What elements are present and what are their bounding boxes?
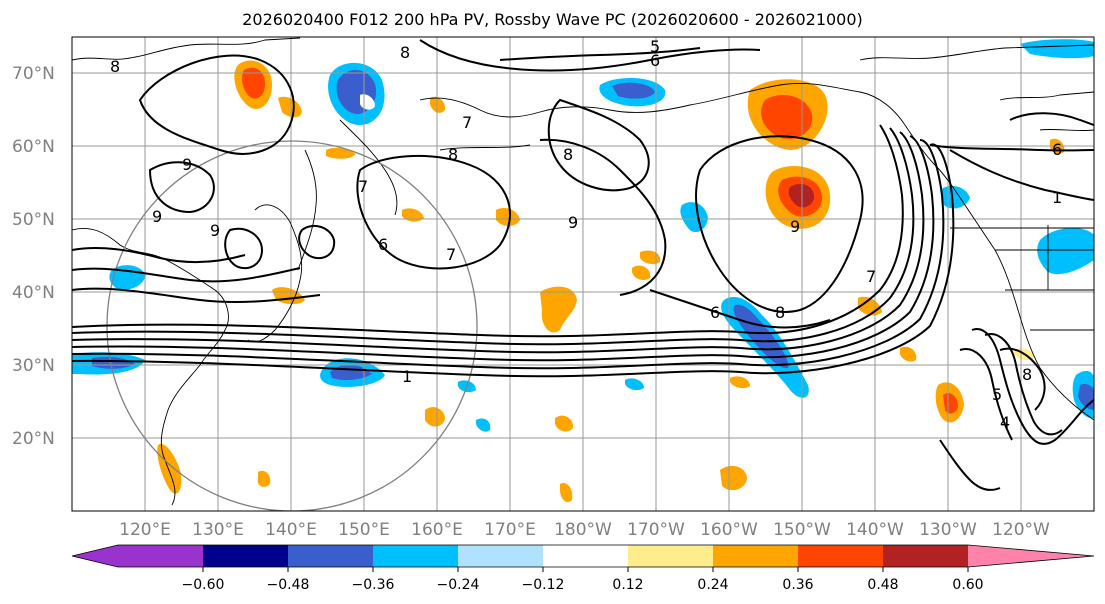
lon-label-180w: 180°W [554,520,612,540]
colorbar-swatch [798,545,883,567]
positive-anomaly-small-5 [632,265,651,280]
colorbar-swatch [288,545,373,567]
contour-label-18: 7 [866,267,876,286]
colorbar-label: 0.36 [782,577,813,593]
lat-label-60n: 60°N [12,137,55,157]
lon-label-120e: 120°E [119,520,171,540]
lat-label-70n: 70°N [12,64,55,84]
contour-label-19: 8 [1022,365,1032,384]
colorbar-swatch [203,545,288,567]
positive-anomaly-gulf-alaska [765,165,831,229]
contour-label-17: 8 [775,303,785,322]
coastlines [72,37,1094,506]
contour-label-6: 8 [448,145,458,164]
contour-label-22: 1 [1052,188,1062,207]
contour-label-11: 6 [378,235,388,254]
colorbar-swatch [883,545,968,567]
contour-label-20: 1 [402,367,412,386]
lon-label-150w: 150°W [773,520,831,540]
lat-label-50n: 50°N [12,210,55,230]
contour-label-1: 8 [400,43,410,62]
negative-anomaly-arctic [1020,39,1094,59]
negative-anomaly-small-3 [625,378,644,391]
contour-label-10: 8 [563,145,573,164]
colorbar-label: 0.12 [612,577,643,593]
lon-label-130w: 130°W [919,520,977,540]
positive-anomaly-small-1 [496,208,520,226]
colorbar-swatch [118,545,203,567]
positive-anomaly-small-8 [257,470,271,487]
lon-label-140e: 140°E [265,520,317,540]
positive-anomaly-small-4 [900,346,917,362]
colorbar: −0.60 −0.48 −0.36 −0.24 −0.12 0.12 0.24 … [71,544,1095,593]
longitude-labels: 120°E 130°E 140°E 150°E 160°E 170°E 180°… [119,520,1050,540]
negative-anomaly-canada [1037,228,1094,275]
pv-contours [72,39,1094,491]
lon-label-160w: 160°W [700,520,758,540]
negative-anomaly-east-china [72,352,145,375]
positive-anomaly-small-6 [640,250,661,265]
contour-label-16: 9 [210,221,220,240]
colorbar-label: −0.36 [352,577,395,593]
contour-label-7: 9 [182,155,192,174]
colorbar-label: −0.48 [267,577,310,593]
positive-anomaly-small-2 [425,407,445,427]
contour-label-9: 9 [568,213,578,232]
lat-label-30n: 30°N [12,356,55,376]
lon-label-130e: 130°E [192,520,244,540]
lon-label-120w: 120°W [992,520,1050,540]
colorbar-swatch [543,545,628,567]
negative-anomaly-small-5 [476,418,491,432]
colorbar-label: 0.24 [697,577,728,593]
colorbar-label: 0.48 [867,577,898,593]
positive-anomaly-central-pacific [540,286,577,333]
colorbar-swatch [713,545,798,567]
positive-anomaly-north-pacific [747,79,828,150]
negative-anomaly-small-1 [680,202,708,233]
lon-label-170w: 170°W [627,520,685,540]
contour-label-14: 6 [710,303,720,322]
negative-anomaly-siberia [328,62,385,125]
colorbar-label: −0.60 [182,577,225,593]
figure-title: 2026020400 F012 200 hPa PV, Rossby Wave … [242,10,863,29]
positive-anomaly-small-12 [560,482,573,503]
positive-anomaly-hawaii-south [720,465,747,491]
contour-label-13: 7 [358,177,368,196]
positive-anomaly-small-13 [730,376,750,389]
colorbar-label: −0.24 [437,577,480,593]
positive-anomaly-small-9 [430,96,446,113]
contour-label-21: 6 [1052,140,1062,159]
colorbar-label: 0.60 [952,577,983,593]
colorbar-extend-min [72,545,118,567]
contour-label-15: 9 [790,217,800,236]
positive-anomaly-small-7 [555,415,574,432]
lat-label-20n: 20°N [12,429,55,449]
contour-label-5: 7 [462,113,472,132]
colorbar-extend-max [968,545,1094,567]
contour-label-8: 9 [152,207,162,226]
colorbar-label: −0.12 [522,577,565,593]
contour-label-2: 5 [650,37,660,56]
contour-label-12: 7 [446,245,456,264]
colorbar-swatch [373,545,458,567]
colorbar-swatch [458,545,543,567]
lon-label-160e: 160°E [411,520,463,540]
map-frame [71,36,1095,512]
lat-label-40n: 40°N [12,283,55,303]
contour-labels: 8 5 6 8 7 8 9 9 9 8 6 7 7 6 9 9 8 7 8 1 … [110,37,1062,432]
positive-anomaly-small-15 [402,208,424,222]
contour-label-24: 4 [1000,413,1010,432]
contour-label-23: 5 [992,385,1002,404]
contour-label-3: 6 [650,51,660,70]
positive-anomaly-small-14 [326,147,356,159]
negative-anomaly-bering [599,78,666,107]
latitude-labels: 70°N 60°N 50°N 40°N 30°N 20°N [12,64,55,449]
contour-label-4: 8 [110,57,120,76]
lon-label-140w: 140°W [846,520,904,540]
lon-label-170e: 170°E [484,520,536,540]
colorbar-swatch [628,545,713,567]
lon-label-150e: 150°E [338,520,390,540]
